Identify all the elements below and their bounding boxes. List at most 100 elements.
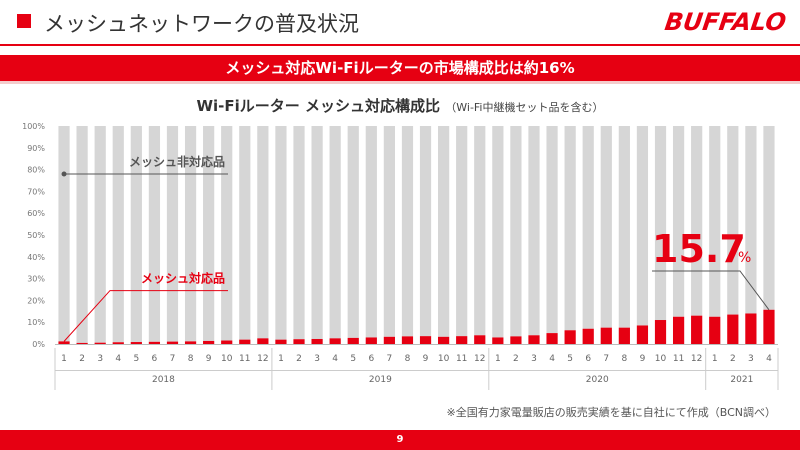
bar-non-mesh [419,126,432,337]
x-tick-label: 3 [531,354,537,364]
bar-mesh [528,335,540,344]
x-tick-label: 11 [456,354,467,364]
page-title: メッシュネットワークの普及状況 [44,12,359,36]
bar-non-mesh [166,126,179,342]
bar-non-mesh [221,126,233,341]
bar-mesh [76,342,88,344]
bar-mesh [293,339,305,344]
bar-mesh [275,339,287,344]
x-tick-label: 6 [152,354,158,364]
bar-non-mesh [58,126,70,342]
bar-non-mesh [401,126,414,337]
bar-non-mesh [148,126,161,342]
chart-title: Wi-Fiルーター メッシュ対応構成比 [196,97,441,115]
bar-mesh [438,336,450,344]
x-tick-label: 4 [115,354,121,364]
x-tick-label: 11 [673,354,684,364]
bar-mesh [618,327,630,344]
x-tick-label: 10 [655,354,667,364]
x-tick-label: 1 [278,354,284,364]
bar-mesh [582,328,594,344]
bar-mesh [546,333,558,344]
bar-non-mesh [365,126,377,338]
x-tick-label: 6 [368,354,374,364]
highlight-value: 15.7 [652,227,746,271]
footer-bar: 9 [0,430,800,450]
bar-mesh [311,338,323,344]
x-tick-label: 10 [438,354,450,364]
bar-mesh [672,316,685,344]
bar-mesh [257,338,269,344]
bar-mesh [148,341,161,344]
x-tick-label: 9 [423,354,429,364]
bar-non-mesh [438,126,450,337]
x-tick-label: 2 [296,354,302,364]
mesh-label: メッシュ対応品 [141,271,225,286]
x-tick-label: 10 [221,354,233,364]
bar-mesh [221,340,233,344]
bar-non-mesh [636,126,649,326]
bar-mesh [383,336,395,344]
y-tick-label: 70% [27,187,45,196]
y-tick-label: 50% [27,231,45,240]
x-tick-label: 2 [79,354,85,364]
x-tick-label: 5 [133,354,139,364]
bar-non-mesh [329,126,341,339]
bar-mesh [365,337,377,344]
bar-mesh [94,342,106,344]
bar-non-mesh [654,126,667,321]
headline-banner: メッシュ対応Wi-Fiルーターの市場構成比は約16% [0,55,800,81]
x-tick-label: 8 [405,354,411,364]
bar-mesh [456,336,468,344]
x-tick-label: 12 [257,354,268,364]
bar-non-mesh [763,126,775,310]
chart-title-block: Wi-Fiルーター メッシュ対応構成比 （Wi-Fi中継機セット品を含む） [0,95,800,116]
x-tick-label: 7 [603,354,609,364]
x-tick-label: 9 [206,354,212,364]
bar-mesh [239,339,251,344]
x-tick-label: 12 [691,354,702,364]
bar-non-mesh [239,126,251,340]
bar-non-mesh [727,126,739,315]
bar-non-mesh [456,126,468,337]
y-tick-label: 40% [27,253,45,262]
bar-mesh [510,336,522,344]
page-number: 9 [396,434,404,445]
bar-non-mesh [203,126,215,341]
bar-non-mesh [94,126,106,343]
bar-mesh [166,341,179,344]
x-tick-label: 1 [712,354,718,364]
bar-non-mesh [691,126,703,316]
y-tick-label: 90% [27,144,45,153]
x-tick-label: 7 [170,354,176,364]
bar-non-mesh [672,126,685,317]
bar-mesh [401,336,414,344]
bar-mesh [745,313,757,344]
x-tick-label: 3 [97,354,103,364]
bar-mesh [654,320,667,344]
x-tick-label: 8 [621,354,627,364]
bar-mesh [112,342,124,344]
chart-subtitle: （Wi-Fi中継機セット品を含む） [445,101,604,114]
bar-mesh [347,337,359,344]
bar-non-mesh [383,126,395,337]
bar-non-mesh [546,126,558,334]
mesh-leader [63,290,228,342]
x-tick-label: 3 [314,354,320,364]
bar-non-mesh [745,126,757,314]
bar-mesh [58,341,70,344]
bar-non-mesh [76,126,88,343]
banner-shadow [0,81,800,84]
x-tick-label: 5 [567,354,573,364]
header-divider [0,44,800,46]
bar-non-mesh [184,126,197,342]
y-tick-label: 80% [27,166,45,175]
bar-non-mesh [528,126,540,336]
x-tick-label: 4 [332,354,338,364]
x-tick-label: 1 [61,354,67,364]
y-tick-label: 10% [27,318,45,327]
bar-mesh [691,315,703,344]
bar-mesh [184,341,197,344]
x-tick-label: 1 [495,354,501,364]
